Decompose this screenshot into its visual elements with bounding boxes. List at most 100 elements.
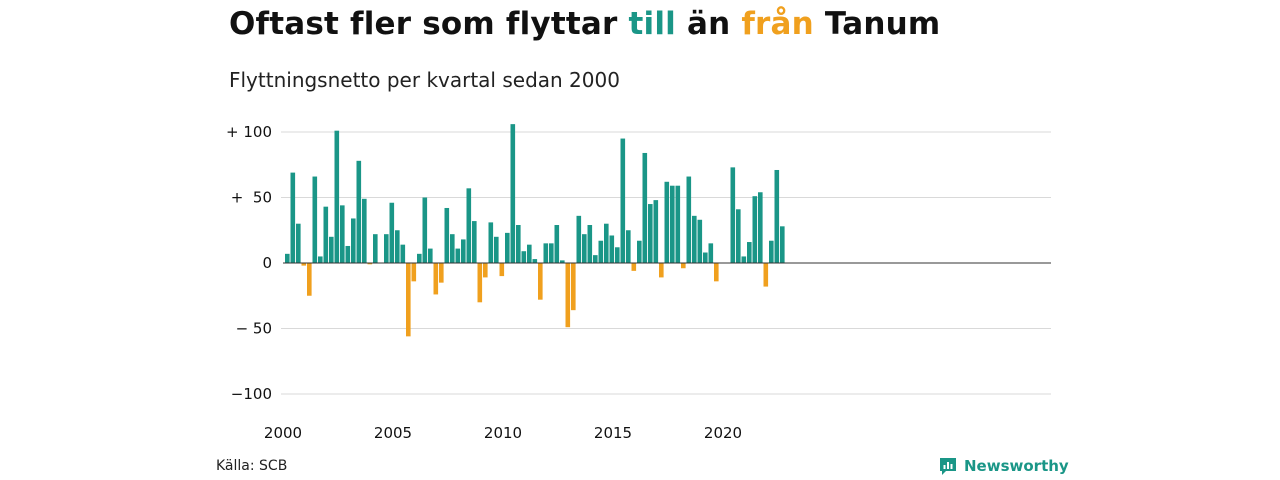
x-tick-label: 2015	[594, 424, 632, 442]
brand-logo: Newsworthy	[938, 456, 1069, 476]
chart-title: Oftast fler som flyttar till än från Tan…	[229, 6, 940, 42]
bar	[549, 243, 554, 263]
bar	[565, 263, 571, 328]
bar	[741, 256, 747, 263]
bar	[637, 240, 642, 263]
bar	[686, 176, 692, 263]
bar	[582, 234, 587, 263]
bar	[362, 198, 367, 263]
bar	[560, 260, 565, 263]
bar	[323, 206, 329, 263]
bar	[769, 240, 774, 263]
bar	[461, 239, 466, 263]
bar	[692, 215, 697, 263]
bar	[318, 256, 323, 263]
bar	[466, 188, 472, 263]
bar	[703, 252, 708, 263]
title-part-3: Tanum	[813, 6, 941, 42]
x-tick-label: 2010	[484, 424, 522, 442]
bar	[598, 240, 604, 263]
y-tick-label: − 50	[236, 320, 272, 338]
bar	[554, 225, 560, 263]
bar	[488, 222, 494, 263]
bar	[774, 169, 780, 263]
bar	[499, 263, 505, 277]
bar	[439, 263, 444, 283]
bar	[571, 263, 576, 311]
title-highlight-out: från	[741, 6, 814, 42]
bar	[752, 196, 758, 263]
bar	[428, 248, 433, 263]
bar	[516, 225, 521, 263]
bar	[444, 207, 450, 263]
chart-subtitle: Flyttningsnetto per kvartal sedan 2000	[229, 68, 620, 92]
bar	[472, 221, 477, 263]
bar	[631, 263, 637, 271]
bar	[620, 138, 626, 263]
bar	[747, 242, 752, 263]
bar	[593, 255, 598, 263]
bar	[373, 234, 378, 263]
bar	[296, 223, 301, 263]
source-note: Källa: SCB	[216, 458, 288, 474]
bar	[527, 244, 532, 263]
bar	[290, 172, 296, 263]
bar	[664, 181, 670, 263]
y-tick-label: −100	[231, 385, 272, 403]
bar	[406, 263, 411, 337]
bar	[708, 243, 714, 263]
x-tick-label: 2005	[374, 424, 412, 442]
bar	[626, 230, 631, 263]
bars	[285, 124, 785, 337]
bar	[340, 205, 345, 263]
bar	[367, 263, 373, 265]
bar	[345, 245, 351, 263]
bar	[389, 202, 395, 263]
bar	[521, 251, 527, 263]
bar	[395, 230, 400, 263]
bar	[543, 243, 549, 263]
bar	[648, 204, 653, 263]
bar	[356, 160, 362, 263]
bar	[307, 263, 312, 296]
bar	[714, 263, 719, 282]
bar	[351, 218, 356, 263]
bar	[670, 185, 675, 263]
x-axis-labels: 2000 2005 2010 2015 2020	[264, 424, 742, 442]
bar	[329, 236, 334, 263]
y-tick-label: + 50	[231, 189, 272, 207]
bar	[334, 130, 340, 263]
bar	[384, 234, 389, 263]
title-highlight-in: till	[628, 6, 676, 42]
bar	[532, 259, 538, 263]
bar	[483, 263, 488, 278]
bar	[400, 244, 406, 263]
bar	[675, 185, 681, 263]
bar	[780, 226, 785, 263]
bar	[455, 248, 461, 263]
x-tick-label: 2000	[264, 424, 302, 442]
bar	[642, 152, 648, 263]
bar	[604, 223, 609, 263]
bar	[411, 263, 417, 282]
bar	[681, 263, 686, 269]
y-axis-labels: + 100 + 50 0 − 50 −100	[226, 123, 272, 403]
bar	[697, 219, 703, 263]
bar	[758, 192, 763, 263]
bar	[477, 263, 483, 303]
bar	[659, 263, 664, 278]
newsworthy-logo-icon	[940, 458, 956, 475]
bar	[312, 176, 318, 263]
brand-name: Newsworthy	[964, 457, 1069, 475]
bar	[763, 263, 769, 287]
bar	[505, 232, 510, 263]
bar	[301, 263, 307, 266]
bar	[615, 247, 620, 263]
bar	[653, 200, 659, 263]
title-part-2: än	[675, 6, 742, 42]
bar	[417, 253, 422, 263]
bar-chart: + 100 + 50 0 − 50 −100 2000 2005 2010 2015 2020	[226, 123, 1051, 442]
bar	[510, 124, 516, 263]
title-part-1: Oftast fler som flyttar	[229, 6, 629, 42]
y-tick-label: + 100	[226, 123, 272, 141]
